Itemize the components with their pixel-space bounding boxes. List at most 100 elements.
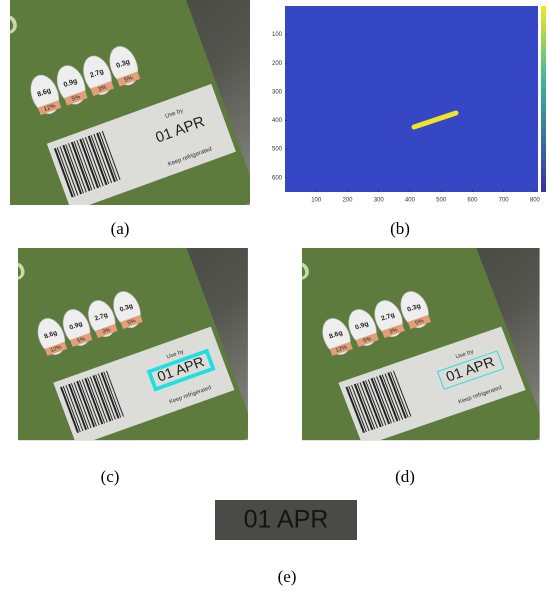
barcode-bar <box>356 383 376 430</box>
x-tick-label: 400 <box>405 198 416 204</box>
barcode-bar <box>76 140 96 190</box>
nutrient-percent: 12% <box>43 103 57 113</box>
nutrient-percent-bg <box>69 332 93 347</box>
barcode-bar <box>87 377 106 424</box>
barcode-bar <box>378 375 399 422</box>
crop-background <box>215 500 357 540</box>
barcode-bar <box>62 385 81 433</box>
nutrient-value: 2.7g <box>94 312 109 323</box>
y-tick-label: 100 <box>272 32 283 38</box>
nutrient-percent-bg <box>37 100 62 116</box>
nutrient-percent-bg <box>120 314 143 329</box>
y-tick-label: 300 <box>272 89 283 95</box>
barcode-bar <box>79 138 99 189</box>
caption: (e) <box>278 567 297 586</box>
barcode-bar <box>92 375 112 422</box>
crop-panel: 01 APR <box>215 500 357 540</box>
barcode-bar <box>65 144 84 194</box>
barcode-bar <box>82 138 101 188</box>
crop-date: 01 APR <box>244 506 329 534</box>
x-tick-label: 600 <box>467 198 478 204</box>
nutrient-percent-bg <box>95 323 118 338</box>
colorbar <box>541 6 546 192</box>
barcode-bar <box>65 385 84 432</box>
nutrient-percent: 3% <box>97 84 108 93</box>
green-band <box>18 248 248 441</box>
nutrient-value: 0.9g <box>63 78 79 89</box>
nutrient-percent: 5% <box>362 336 372 344</box>
green-band <box>302 248 540 441</box>
x-tick-label: 100 <box>311 198 322 204</box>
barcode-bar <box>348 385 367 433</box>
barcode-bar <box>68 383 88 431</box>
barcode-bar <box>84 137 104 187</box>
barcode-bar <box>345 386 365 434</box>
barcode-bar <box>367 379 387 426</box>
barcode-bar <box>105 370 124 417</box>
barcode-bar <box>376 376 395 423</box>
nutrient-value: 0.3g <box>115 59 131 70</box>
caption: (b) <box>390 219 410 238</box>
nutrient-value: 2.7g <box>380 312 395 323</box>
nutrient-percent: 5% <box>76 336 86 344</box>
y-tick-label: 200 <box>272 61 283 67</box>
use-by: Use by <box>455 349 475 360</box>
barcode-bar <box>97 373 116 420</box>
barcode-bar <box>392 370 412 417</box>
caption: (c) <box>101 467 120 486</box>
barcode-bar <box>96 132 116 183</box>
barcode-bar <box>60 386 79 434</box>
x-tick-label: 800 <box>530 198 541 204</box>
y-tick-label: 600 <box>272 175 283 181</box>
detection-box <box>146 348 216 392</box>
barcode-bar <box>381 374 401 421</box>
barcode-bar <box>95 374 114 421</box>
barcode-bar <box>390 371 409 418</box>
nutrient-percent: 5% <box>124 75 135 84</box>
detection-box <box>436 350 505 390</box>
barcode-bar <box>78 380 97 427</box>
nutrient-value: 8.6g <box>43 329 58 340</box>
caption: (a) <box>111 219 130 238</box>
x-tick-label: 200 <box>342 198 353 204</box>
barcode-bar <box>359 382 378 429</box>
barcode-bar <box>73 141 93 191</box>
nutrient-percent: 3% <box>388 327 398 335</box>
nutrient-percent: 5% <box>414 318 424 326</box>
heatmap-background <box>285 6 538 192</box>
barcode-bar <box>73 382 92 429</box>
barcode-bar <box>56 147 76 197</box>
y-tick-label: 400 <box>272 118 283 124</box>
nutrient-value: 0.9g <box>354 321 369 332</box>
x-tick-label: 700 <box>499 198 510 204</box>
nutrient-percent-bg <box>407 314 431 329</box>
barcode-bar <box>70 383 89 430</box>
barcode-bar <box>365 380 384 427</box>
nutrient-value: 0.3g <box>406 303 421 314</box>
barcode-bar <box>370 377 391 425</box>
green-band <box>10 0 250 205</box>
brand: CO <box>0 256 30 294</box>
barcode-bar <box>68 143 87 193</box>
detected-region <box>411 110 459 130</box>
barcode-bar <box>84 377 104 425</box>
barcode-bar <box>103 371 122 418</box>
nutrient-percent: 5% <box>71 94 82 103</box>
nutrient-percent-bg <box>90 80 114 96</box>
nutrient-percent-bg <box>44 341 68 356</box>
barcode-bar <box>53 147 74 198</box>
x-tick-label: 500 <box>436 198 447 204</box>
nutrient-value: 2.7g <box>89 68 105 79</box>
nutrient-value: 8.6g <box>328 330 343 341</box>
barcode-bar <box>87 135 108 186</box>
